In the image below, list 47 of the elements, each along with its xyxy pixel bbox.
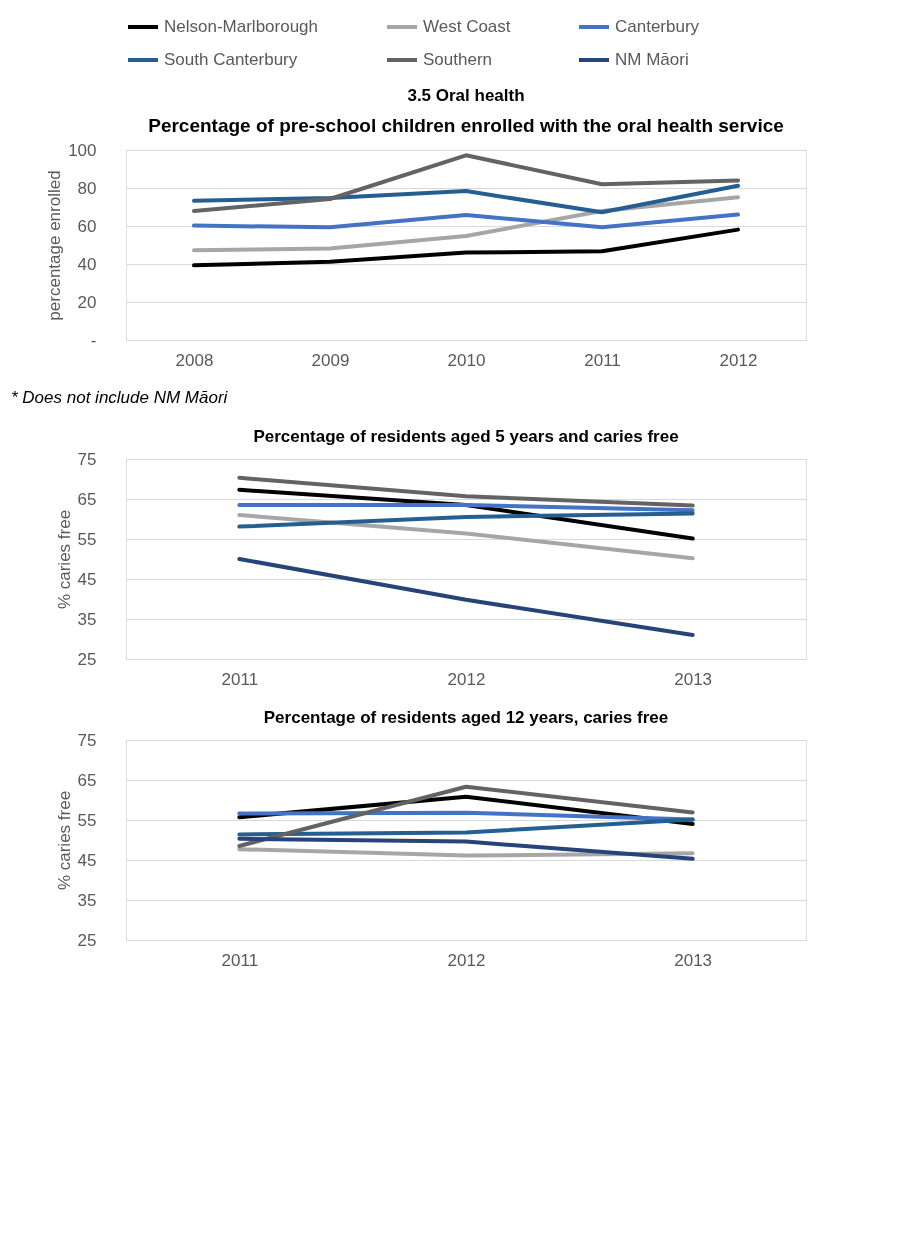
y-tick-label: 80: [77, 178, 97, 198]
y-tick-label: 20: [77, 292, 97, 312]
x-tick-label: 2013: [674, 950, 713, 970]
x-tick-label: 2011: [584, 350, 621, 370]
legend-label: Southern: [423, 50, 492, 69]
chart-title: Percentage of residents aged 12 years, caries free: [263, 708, 669, 727]
x-tick-label: 2008: [175, 350, 214, 370]
legend-label: NM Māori: [615, 50, 689, 69]
y-tick-label: 25: [77, 649, 97, 669]
y-tick-label: 45: [77, 569, 97, 589]
legend-label: South Canterbury: [164, 50, 298, 69]
x-tick-label: 2011: [221, 669, 259, 689]
x-tick-label: 2012: [719, 350, 758, 370]
x-tick-label: 2012: [447, 669, 486, 689]
y-tick-label: 35: [77, 609, 97, 629]
chart-subtitle: Percentage of pre-school children enrolled with the oral health service: [148, 115, 784, 136]
y-tick-label: 100: [68, 140, 97, 160]
y-tick-label: 35: [77, 890, 97, 910]
x-tick-label: 2011: [221, 950, 259, 970]
y-tick-label: 65: [77, 489, 97, 509]
x-tick-label: 2009: [311, 350, 350, 370]
y-tick-label: 75: [77, 730, 97, 750]
line-series: [192, 227, 740, 268]
y-tick-label: -: [90, 330, 97, 350]
legend-label: Canterbury: [615, 17, 700, 36]
y-axis-title: % caries free: [54, 509, 74, 610]
line-series: [192, 183, 740, 215]
y-tick-label: 55: [77, 529, 97, 549]
chart-title: Percentage of residents aged 5 years and caries free: [253, 427, 679, 446]
line-series: [192, 212, 740, 230]
y-axis-title: percentage enrolled: [45, 170, 65, 321]
y-tick-label: 45: [77, 850, 97, 870]
x-tick-label: 2010: [447, 350, 486, 370]
y-tick-label: 65: [77, 770, 97, 790]
y-tick-label: 60: [77, 216, 97, 236]
line-series: [192, 153, 740, 213]
legend-label: West Coast: [423, 17, 511, 36]
chart-title: 3.5 Oral health: [407, 86, 525, 105]
y-axis-title: % caries free: [54, 790, 74, 891]
y-tick-label: 75: [77, 449, 97, 469]
y-tick-label: 25: [77, 930, 97, 950]
text: * Does not include NM Māori: [11, 388, 229, 407]
x-tick-label: 2012: [447, 950, 486, 970]
y-tick-label: 55: [77, 810, 97, 830]
x-tick-label: 2013: [674, 669, 713, 689]
legend-label: Nelson-Marlborough: [164, 17, 319, 36]
y-tick-label: 40: [77, 254, 97, 274]
